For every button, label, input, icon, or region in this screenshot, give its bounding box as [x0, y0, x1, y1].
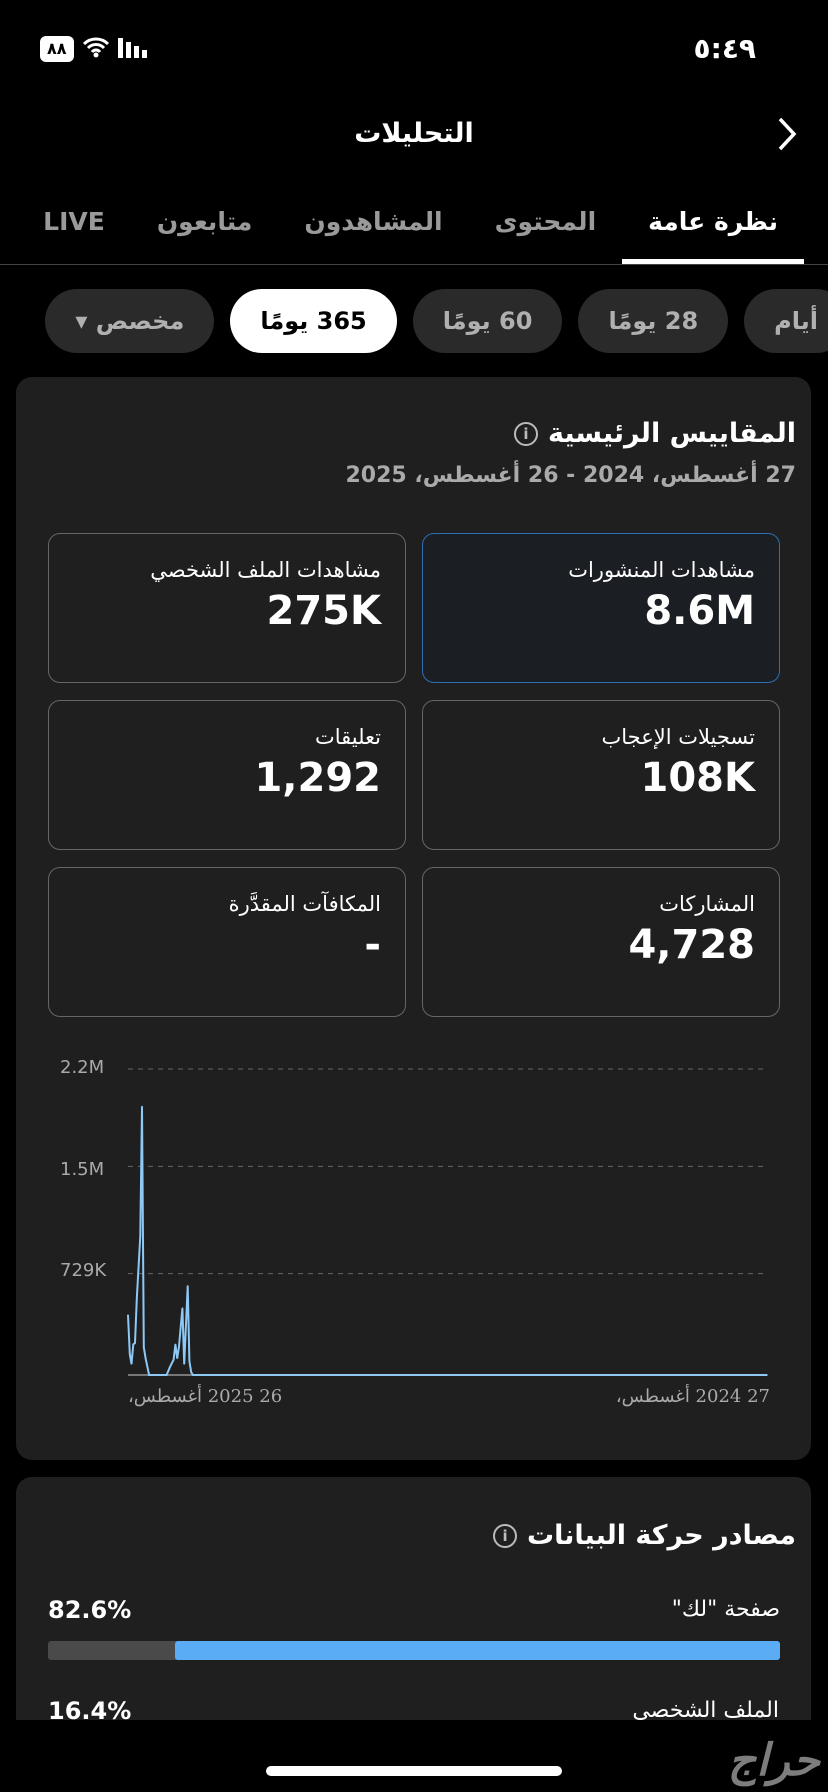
metric-label: تعليقات: [314, 725, 381, 749]
metric-value: 8.6M: [644, 588, 755, 634]
battery-icon: ٨٨: [40, 36, 74, 62]
metric-label: المشاركات: [659, 892, 755, 916]
data-point: [181, 1307, 184, 1310]
date-range: 27 أغسطس، 2024 - 26 أغسطس، 2025: [345, 463, 796, 488]
tab-live[interactable]: LIVE: [43, 207, 105, 236]
page-title: التحليلات: [354, 118, 474, 149]
status-time: ٥:٤٩: [693, 32, 756, 65]
data-point: [178, 1346, 180, 1348]
range-chip-365[interactable]: 365 يومًا: [230, 289, 397, 353]
tab-overview[interactable]: نظرة عامة: [622, 200, 804, 264]
info-icon[interactable]: i: [513, 421, 538, 446]
source-percent: 82.6%: [48, 1596, 132, 1624]
metric-value: 275K: [266, 588, 382, 634]
metric-post-views[interactable]: مشاهدات المنشورات 8.6M: [422, 533, 780, 683]
traffic-heading: مصادر حركة البيانات i: [493, 1520, 796, 1551]
range-chip-60[interactable]: 60 يومًا: [412, 289, 563, 353]
data-point: [141, 1105, 143, 1108]
range-chips: أيام 28 يومًا 60 يومًا 365 يومًا مخصص ▾: [45, 289, 828, 353]
data-point: [127, 1314, 129, 1316]
signal-icon: [117, 36, 152, 62]
y-tick: 1.5M: [60, 1159, 105, 1180]
info-icon[interactable]: i: [493, 1523, 518, 1548]
metric-value: -: [364, 922, 381, 968]
y-tick: 2.2M: [60, 1057, 105, 1078]
metric-profile-views[interactable]: مشاهدات الملف الشخصي 275K: [48, 533, 406, 683]
data-point: [174, 1343, 177, 1346]
range-chip-28[interactable]: 28 يومًا: [578, 289, 729, 353]
data-point: [172, 1358, 175, 1361]
data-point: [192, 1374, 194, 1376]
data-point: [139, 1235, 142, 1237]
metric-value: 1,292: [254, 755, 381, 801]
x-tick: 27 2024 أغسطس،: [615, 1386, 770, 1407]
back-chevron-icon[interactable]: [776, 116, 798, 161]
tab-bar: نظرة عامة المحتوى المشاهدون متابعون LIVE: [0, 200, 828, 264]
traffic-sources-card: [16, 1477, 811, 1720]
data-point: [142, 1346, 145, 1348]
series-line: [127, 1106, 767, 1376]
source-label: الملف الشخصي: [632, 1698, 779, 1720]
source-percent: 16.4%: [48, 1697, 132, 1720]
key-metrics-title: المقاييس الرئيسية: [547, 418, 796, 449]
source-progress-bar: [48, 1641, 780, 1660]
x-tick: 26 2025 أغسطس،: [128, 1386, 283, 1407]
tab-content[interactable]: المحتوى: [494, 207, 597, 236]
metric-label: المكافآت المقدَّرة: [228, 892, 381, 916]
wifi-icon: [82, 36, 110, 62]
progress-fill: [175, 1641, 780, 1660]
data-point: [169, 1365, 171, 1368]
data-point: [188, 1360, 191, 1362]
metric-estimated-rewards[interactable]: المكافآت المقدَّرة -: [48, 867, 406, 1017]
data-point: [144, 1357, 147, 1360]
metric-comments[interactable]: تعليقات 1,292: [48, 700, 406, 850]
key-metrics-heading: المقاييس الرئيسية i: [513, 418, 796, 449]
data-point: [135, 1297, 138, 1300]
metric-value: 4,728: [628, 922, 755, 968]
data-point: [176, 1357, 178, 1360]
data-point: [766, 1374, 768, 1376]
data-point: [186, 1285, 189, 1287]
data-point: [130, 1363, 133, 1365]
data-point: [148, 1374, 150, 1376]
tab-followers[interactable]: متابعون: [156, 207, 253, 236]
clipped-row: الملف الشخصي 16.4%: [16, 1680, 811, 1720]
data-point: [128, 1353, 131, 1355]
y-tick: 729K: [60, 1260, 107, 1281]
data-point: [190, 1371, 192, 1374]
metric-value: 108K: [640, 755, 756, 801]
tab-viewers[interactable]: المشاهدون: [304, 207, 443, 236]
data-point: [183, 1363, 185, 1365]
metric-shares[interactable]: المشاركات 4,728: [422, 867, 780, 1017]
home-indicator[interactable]: [266, 1766, 562, 1776]
data-point: [165, 1374, 168, 1376]
metric-label: مشاهدات المنشورات: [568, 558, 755, 582]
source-label: صفحة "لك": [671, 1597, 780, 1622]
data-point: [132, 1343, 135, 1346]
metric-likes[interactable]: تسجيلات الإعجاب 108K: [422, 700, 780, 850]
status-icons: ٨٨: [40, 36, 152, 62]
haraj-watermark-logo: حراج: [727, 1735, 820, 1786]
traffic-title: مصادر حركة البيانات: [527, 1520, 796, 1551]
views-line-chart[interactable]: [0, 1040, 828, 1390]
data-point: [134, 1342, 136, 1344]
range-chip-days[interactable]: أيام: [744, 289, 828, 353]
metric-label: مشاهدات الملف الشخصي: [150, 558, 381, 582]
divider: [0, 264, 828, 265]
metric-label: تسجيلات الإعجاب: [601, 725, 755, 749]
range-chip-custom[interactable]: مخصص ▾: [45, 289, 215, 353]
